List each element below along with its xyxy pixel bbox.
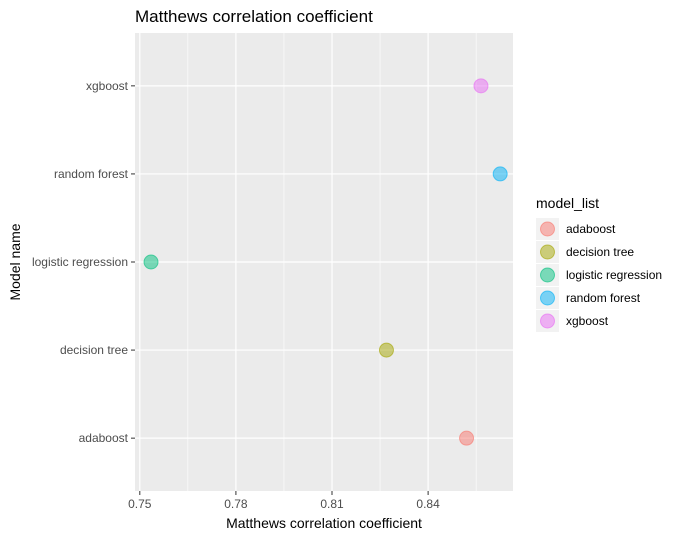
x-tick-label: 0.78 — [224, 497, 248, 511]
grid — [135, 33, 513, 491]
y-tick-label: xgboost — [86, 79, 129, 93]
legend-title: model_list — [536, 195, 599, 211]
legend-key — [540, 267, 555, 283]
y-tick-label: logistic regression — [32, 255, 128, 269]
legend-label: random forest — [566, 291, 641, 305]
y-tick-label: decision tree — [60, 343, 128, 357]
legend-key — [540, 313, 555, 329]
y-tick-label: adaboost — [79, 431, 129, 445]
data-point — [459, 430, 475, 446]
legend-label: adaboost — [566, 222, 616, 236]
data-point — [473, 78, 489, 94]
data-points — [143, 78, 508, 446]
data-point — [143, 254, 159, 270]
data-point — [378, 342, 394, 358]
legend-key — [540, 244, 555, 260]
y-tick-label: random forest — [54, 167, 129, 181]
legend-key — [540, 290, 555, 306]
legend-label: xgboost — [566, 314, 609, 328]
x-axis-title: Matthews correlation coefficient — [226, 515, 422, 531]
data-point — [492, 166, 508, 182]
legend: model_list adaboost decision tree logistic… — [536, 195, 662, 332]
legend-label: decision tree — [566, 245, 634, 259]
x-tick-label: 0.81 — [320, 497, 344, 511]
y-axis-title: Model name — [7, 223, 23, 300]
chart-title: Matthews correlation coefficient — [135, 7, 373, 26]
axes: 0.75 0.78 0.81 0.84 adaboost decision tree log… — [32, 79, 440, 511]
x-tick-label: 0.75 — [128, 497, 152, 511]
x-tick-label: 0.84 — [416, 497, 440, 511]
legend-label: logistic regression — [566, 268, 662, 282]
legend-key — [540, 221, 555, 237]
